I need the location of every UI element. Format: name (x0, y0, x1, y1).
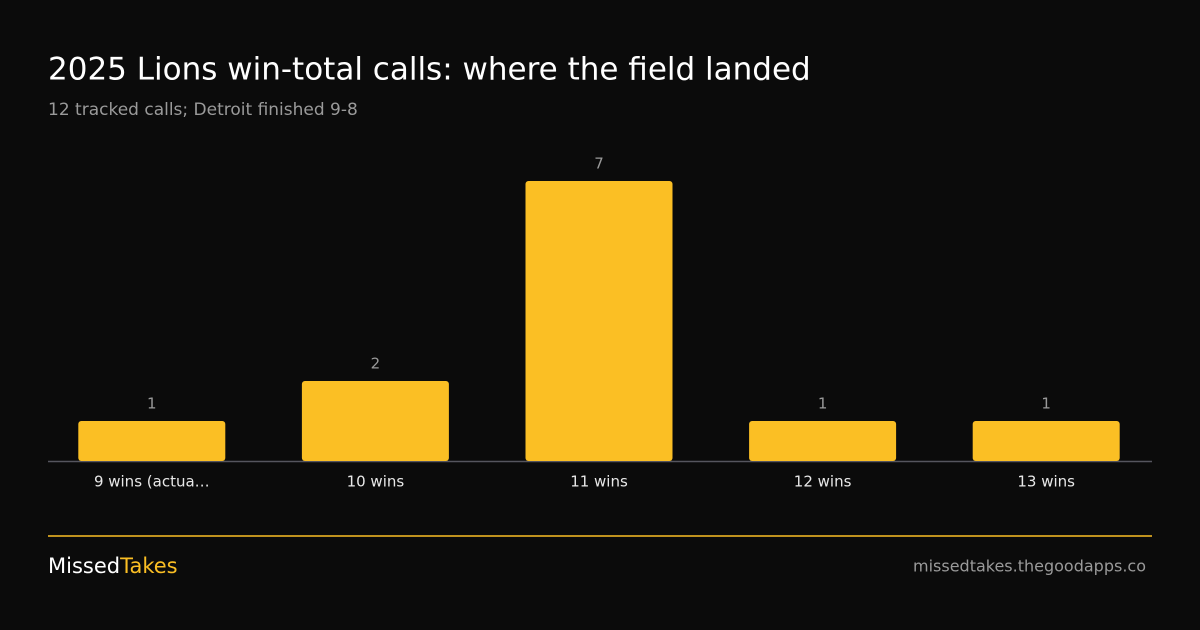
brand-first: Missed (48, 554, 120, 578)
chart-title: 2025 Lions win-total calls: where the fi… (48, 52, 811, 88)
chart-subtitle: 12 tracked calls; Detroit finished 9-8 (48, 100, 358, 120)
bar (78, 421, 226, 461)
x-tick-label: 13 wins (1017, 473, 1075, 491)
bar (525, 181, 673, 461)
value-label: 2 (371, 355, 381, 373)
value-label: 7 (594, 155, 604, 173)
brand: MissedTakes (48, 554, 178, 578)
x-tick-label: 10 wins (347, 473, 405, 491)
bar (972, 421, 1120, 461)
value-label: 1 (147, 395, 157, 413)
bar (749, 421, 897, 461)
brand-second: Takes (119, 554, 178, 578)
footer-url: missedtakes.thegoodapps.co (913, 557, 1146, 576)
x-tick-label: 12 wins (794, 473, 852, 491)
x-tick-label: 11 wins (570, 473, 628, 491)
value-label: 1 (818, 395, 828, 413)
bar (301, 381, 449, 461)
value-label: 1 (1041, 395, 1051, 413)
x-tick-label: 9 wins (actua… (94, 473, 210, 491)
